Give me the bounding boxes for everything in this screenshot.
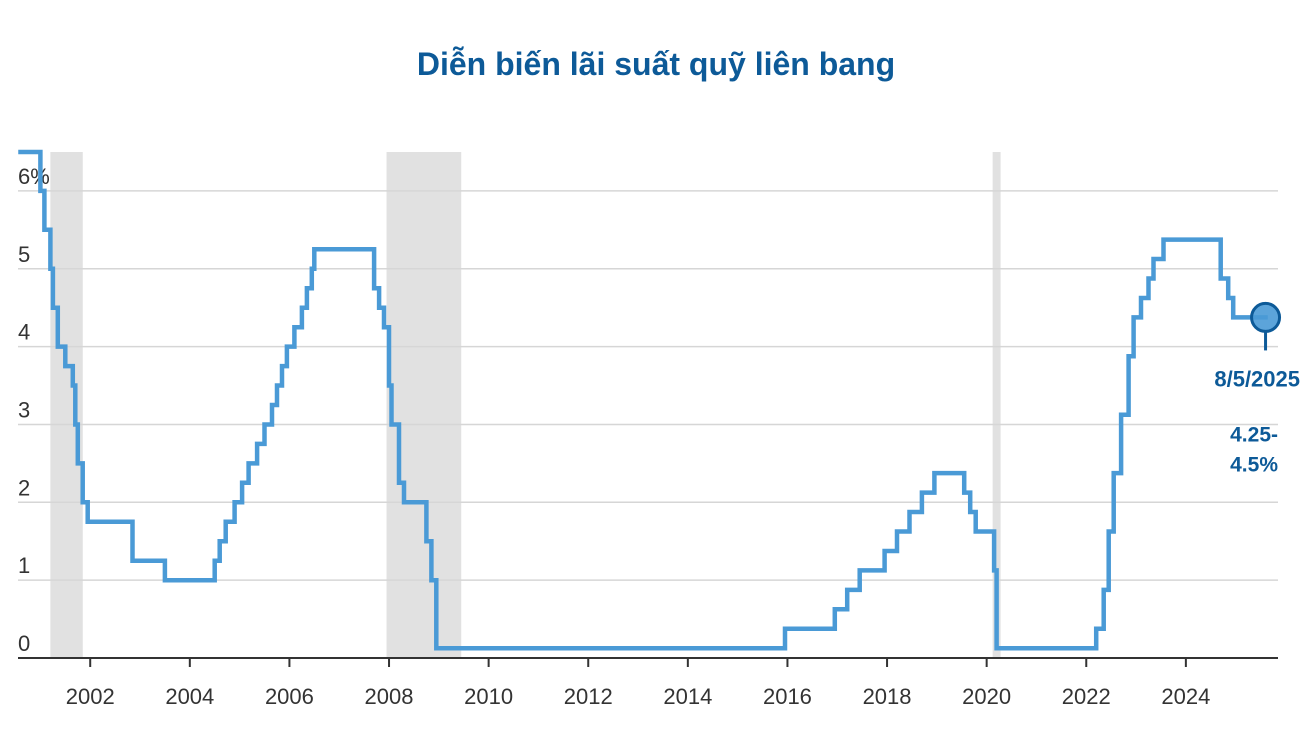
recession-band-1: [50, 152, 83, 658]
x-tick-label-2002: 2002: [66, 684, 115, 709]
y-tick-label-4: 4: [18, 320, 30, 345]
axes: 0 1 2 3 4 5 6% 2002 2004 2006 2008 2010 2012 2014 2016…: [18, 164, 1278, 709]
x-tick-label-2010: 2010: [464, 684, 513, 709]
x-tick-label-2006: 2006: [265, 684, 314, 709]
x-tick-label-2012: 2012: [564, 684, 613, 709]
x-tick-label-2018: 2018: [863, 684, 912, 709]
rate-series: [18, 149, 1268, 651]
recession-bands: [50, 152, 1001, 658]
latest-point-marker: [1250, 301, 1282, 333]
rate-series-line-1: [18, 149, 1268, 651]
x-tick-label-2022: 2022: [1062, 684, 1111, 709]
x-tick-label-2008: 2008: [365, 684, 414, 709]
y-tick-label-3: 3: [18, 397, 30, 422]
y-tick-label-5: 5: [18, 242, 30, 267]
x-tick-label-2024: 2024: [1161, 684, 1210, 709]
x-tick-label-2020: 2020: [962, 684, 1011, 709]
annotation-date-label: 8/5/2025: [1214, 366, 1300, 391]
annotation-value-label-1: 4.25-: [1230, 423, 1278, 446]
x-tick-label-2004: 2004: [165, 684, 214, 709]
recession-band-2: [386, 152, 462, 658]
annotation-value-label-2: 4.5%: [1230, 453, 1278, 476]
recession-band-3: [992, 152, 1001, 658]
y-tick-label-1: 1: [18, 553, 30, 578]
gridlines: [18, 190, 1278, 581]
x-tick-label-2014: 2014: [663, 684, 712, 709]
x-tick-label-2016: 2016: [763, 684, 812, 709]
chart-title: Diễn biến lãi suất quỹ liên bang: [417, 46, 895, 82]
y-tick-label-2: 2: [18, 475, 30, 500]
y-tick-label-6: 6%: [18, 164, 50, 189]
latest-rate-annotation: 8/5/2025 4.25- 4.5%: [1214, 301, 1300, 476]
y-tick-label-0: 0: [18, 631, 30, 656]
